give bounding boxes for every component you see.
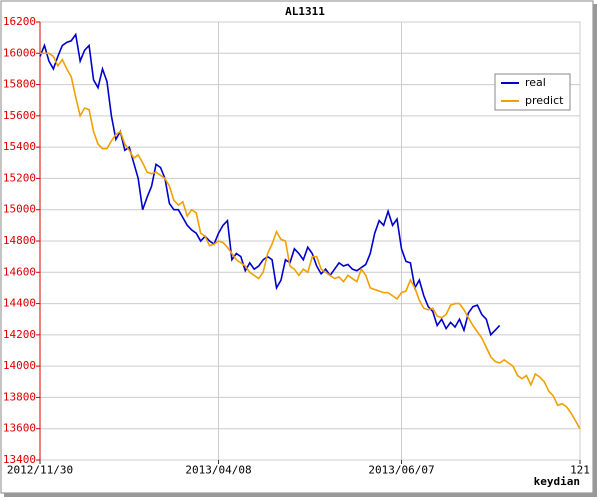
y-tick-label: 15000 (3, 203, 36, 216)
y-tick-label: 14000 (3, 359, 36, 372)
chart-title: AL1311 (285, 5, 325, 18)
legend-label: real (525, 76, 546, 89)
y-tick-label: 14600 (3, 265, 36, 278)
y-tick-label: 13800 (3, 390, 36, 403)
y-tick-label: 15400 (3, 140, 36, 153)
frame-shadow (4, 493, 596, 497)
y-tick-label: 15600 (3, 109, 36, 122)
y-tick-label: 16200 (3, 15, 36, 28)
frame-shadow (593, 4, 597, 497)
x-tick-label: 121 (570, 463, 590, 476)
y-tick-label: 14800 (3, 234, 36, 247)
y-tick-label: 13600 (3, 422, 36, 435)
y-tick-label: 15800 (3, 78, 36, 91)
legend-label: predict (525, 94, 564, 107)
x-tick-label: 2012/11/30 (7, 463, 73, 476)
y-tick-label: 14400 (3, 297, 36, 310)
series-line (40, 52, 581, 430)
series-line (39, 32, 501, 337)
x-tick-label: 2013/06/07 (368, 463, 434, 476)
x-axis-label: keydian (534, 475, 580, 488)
y-tick-label: 16000 (3, 46, 36, 59)
y-tick-label: 13400 (3, 453, 36, 466)
x-tick-label: 2013/04/08 (185, 463, 251, 476)
legend: real predict (494, 73, 571, 111)
y-tick-label: 15200 (3, 171, 36, 184)
y-tick-label: 14200 (3, 328, 36, 341)
legend-box (494, 73, 571, 111)
